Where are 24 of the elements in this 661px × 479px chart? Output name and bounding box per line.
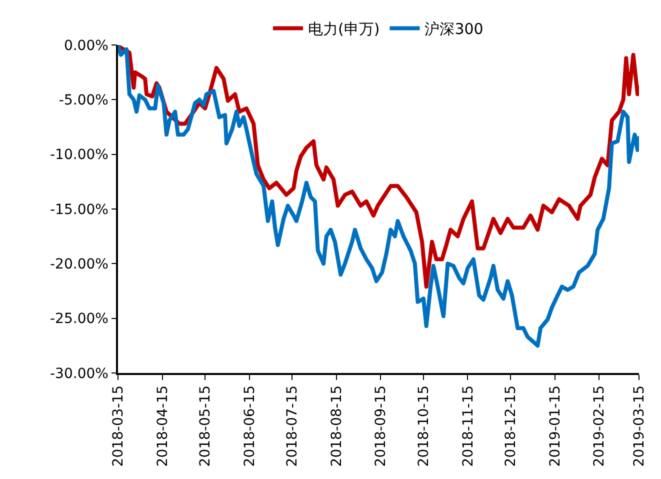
x-tick-label: 2018-10-15 bbox=[416, 385, 432, 467]
x-tick-label: 2018-06-15 bbox=[242, 385, 258, 467]
legend-label: 电力(申万) bbox=[308, 20, 380, 38]
x-tick-label: 2019-03-15 bbox=[632, 385, 648, 467]
y-tick-label: -15.00% bbox=[50, 202, 108, 218]
y-tick-label: -10.00% bbox=[50, 147, 108, 164]
x-tick-label: 2018-03-15 bbox=[110, 385, 127, 467]
y-tick-label: -20.00% bbox=[50, 256, 108, 273]
line-series bbox=[118, 45, 639, 289]
x-tick-label: 2019-01-15 bbox=[547, 385, 564, 467]
y-tick-label: -25.00% bbox=[50, 311, 108, 328]
x-tick-label: 2018-07-15 bbox=[284, 385, 301, 467]
y-tick-label: 0.00% bbox=[64, 38, 108, 54]
x-tick-label: 2018-05-15 bbox=[198, 385, 214, 467]
legend-label: 沪深300 bbox=[424, 20, 484, 38]
x-tick-label: 2018-09-15 bbox=[373, 385, 390, 467]
x-tick-label: 2018-11-15 bbox=[460, 385, 476, 467]
y-tick-label: -5.00% bbox=[58, 92, 108, 109]
x-tick-label: 2019-02-15 bbox=[592, 385, 608, 467]
x-tick-label: 2018-04-15 bbox=[154, 385, 171, 467]
y-tick-label: -30.00% bbox=[50, 366, 108, 382]
line-series bbox=[118, 45, 639, 348]
x-tick-label: 2018-08-15 bbox=[328, 385, 345, 467]
x-tick-label: 2018-12-15 bbox=[503, 385, 520, 467]
